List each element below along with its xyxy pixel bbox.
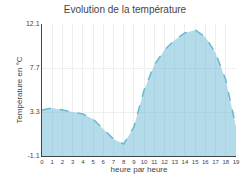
svg-text:4: 4	[81, 159, 85, 165]
svg-text:5: 5	[91, 159, 95, 165]
svg-text:19: 19	[233, 159, 240, 165]
svg-text:12: 12	[161, 159, 168, 165]
svg-text:10: 10	[141, 159, 148, 165]
svg-text:heure par heure: heure par heure	[111, 165, 168, 174]
svg-text:3.3: 3.3	[30, 108, 40, 115]
svg-text:Evolution de la température: Evolution de la température	[64, 4, 187, 15]
svg-text:16: 16	[202, 159, 209, 165]
svg-text:11: 11	[151, 159, 158, 165]
svg-text:17: 17	[212, 159, 219, 165]
svg-text:15: 15	[192, 159, 199, 165]
svg-text:0: 0	[40, 159, 44, 165]
svg-text:14: 14	[182, 159, 189, 165]
svg-text:13: 13	[171, 159, 178, 165]
svg-text:3: 3	[71, 159, 75, 165]
svg-text:9: 9	[132, 159, 136, 165]
svg-text:8: 8	[122, 159, 126, 165]
svg-text:7: 7	[112, 159, 116, 165]
svg-text:1: 1	[51, 159, 55, 165]
svg-text:Température en °C: Température en °C	[15, 56, 24, 123]
svg-text:-1.1: -1.1	[28, 152, 40, 159]
svg-text:6: 6	[102, 159, 106, 165]
svg-text:7.7: 7.7	[30, 64, 40, 71]
svg-text:12.1: 12.1	[26, 20, 40, 27]
svg-text:2: 2	[61, 159, 65, 165]
svg-text:18: 18	[222, 159, 229, 165]
